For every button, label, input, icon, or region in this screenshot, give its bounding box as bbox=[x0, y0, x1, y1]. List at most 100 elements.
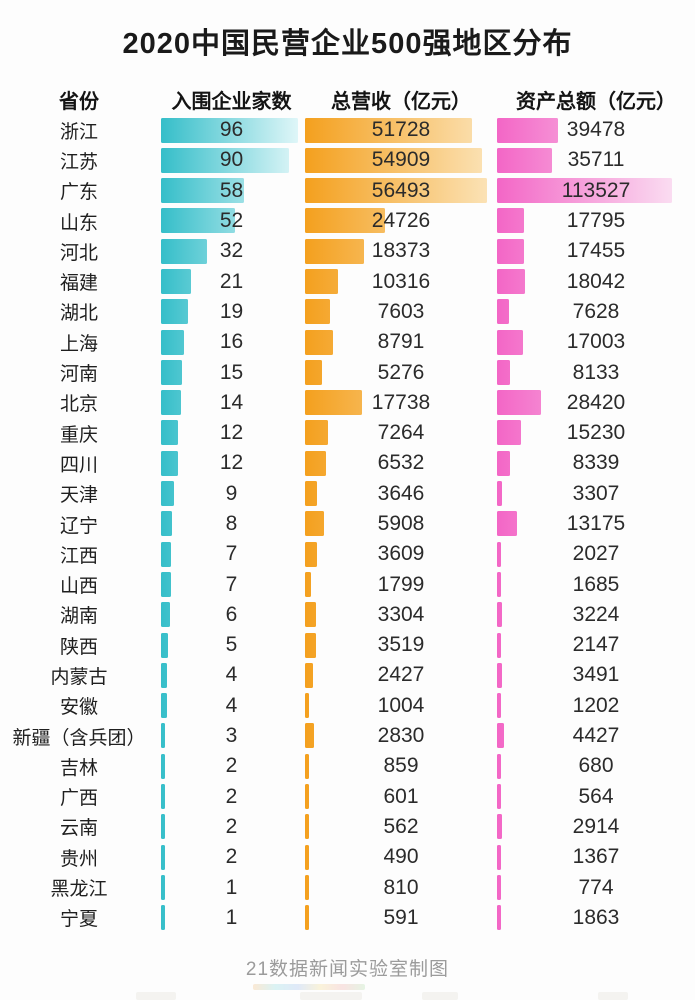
enterprises-value: 2 bbox=[225, 845, 238, 869]
province-label: 广东 bbox=[59, 182, 98, 204]
assets-cell: 17455 bbox=[497, 236, 695, 266]
province-label: 福建 bbox=[59, 273, 98, 295]
enterprises-cell: 4 bbox=[158, 660, 305, 690]
assets-value: 3491 bbox=[572, 663, 620, 687]
enterprises-bar bbox=[161, 693, 167, 719]
table-row: 黑龙江 1 810 774 bbox=[0, 872, 695, 902]
table-row: 江苏 90 54909 35711 bbox=[0, 145, 695, 175]
enterprises-cell: 1 bbox=[158, 872, 305, 902]
enterprises-cell: 90 bbox=[158, 145, 305, 175]
assets-bar bbox=[497, 329, 524, 355]
revenue-value: 51728 bbox=[371, 118, 431, 142]
footer-credit: 21数据新闻实验室制图 bbox=[245, 959, 450, 980]
table-row: 吉林 2 859 680 bbox=[0, 751, 695, 781]
assets-value: 1863 bbox=[572, 905, 620, 929]
enterprises-bar bbox=[161, 814, 165, 840]
header-province: 省份 bbox=[59, 90, 99, 113]
revenue-cell: 5276 bbox=[305, 357, 497, 387]
assets-value: 3224 bbox=[572, 602, 620, 626]
province-label: 黑龙江 bbox=[50, 879, 108, 901]
enterprises-cell: 58 bbox=[158, 176, 305, 206]
assets-value: 39478 bbox=[566, 118, 626, 142]
province-label: 江西 bbox=[59, 545, 98, 567]
revenue-value: 54909 bbox=[371, 148, 431, 172]
assets-value: 680 bbox=[578, 754, 614, 778]
assets-cell: 8339 bbox=[497, 448, 695, 478]
enterprises-bar bbox=[161, 147, 290, 173]
province-label: 辽宁 bbox=[59, 515, 98, 537]
revenue-bar bbox=[305, 420, 329, 446]
enterprises-value: 14 bbox=[219, 390, 244, 414]
table-row: 内蒙古 4 2427 3491 bbox=[0, 660, 695, 690]
revenue-bar bbox=[305, 693, 309, 719]
enterprises-value: 21 bbox=[219, 269, 244, 293]
revenue-cell: 5908 bbox=[305, 509, 497, 539]
assets-value: 17455 bbox=[566, 239, 626, 263]
enterprises-value: 6 bbox=[225, 602, 238, 626]
province-label: 山西 bbox=[59, 576, 98, 598]
assets-value: 17795 bbox=[566, 209, 626, 233]
header-enterprises: 入围企业家数 bbox=[171, 90, 292, 113]
province-label: 天津 bbox=[59, 485, 98, 507]
table-row: 北京 14 17738 28420 bbox=[0, 388, 695, 418]
table-row: 上海 16 8791 17003 bbox=[0, 327, 695, 357]
table-row: 广西 2 601 564 bbox=[0, 782, 695, 812]
province-label: 安徽 bbox=[59, 697, 98, 719]
enterprises-bar bbox=[161, 268, 191, 294]
revenue-cell: 3609 bbox=[305, 539, 497, 569]
assets-cell: 2914 bbox=[497, 812, 695, 842]
assets-bar bbox=[497, 844, 501, 870]
revenue-cell: 3304 bbox=[305, 600, 497, 630]
enterprises-value: 15 bbox=[219, 360, 244, 384]
enterprises-value: 52 bbox=[219, 209, 244, 233]
assets-cell: 1367 bbox=[497, 842, 695, 872]
enterprises-value: 5 bbox=[225, 633, 238, 657]
table-row: 重庆 12 7264 15230 bbox=[0, 418, 695, 448]
enterprises-cell: 2 bbox=[158, 812, 305, 842]
assets-value: 7628 bbox=[572, 299, 620, 323]
province-label: 上海 bbox=[59, 333, 98, 355]
revenue-cell: 490 bbox=[305, 842, 497, 872]
cropped-bottom-strip bbox=[0, 984, 695, 1000]
header-assets: 资产总额（亿元） bbox=[516, 90, 676, 113]
revenue-bar bbox=[305, 511, 324, 537]
assets-bar bbox=[497, 299, 509, 325]
enterprises-bar bbox=[161, 299, 189, 325]
enterprises-value: 90 bbox=[219, 148, 244, 172]
revenue-cell: 859 bbox=[305, 751, 497, 781]
assets-bar bbox=[497, 602, 502, 628]
enterprises-bar bbox=[161, 208, 236, 234]
assets-bar bbox=[497, 693, 501, 719]
province-label: 陕西 bbox=[59, 636, 98, 658]
enterprises-bar bbox=[161, 541, 171, 567]
revenue-bar bbox=[305, 905, 309, 931]
assets-value: 17003 bbox=[566, 330, 626, 354]
province-label: 山东 bbox=[59, 212, 98, 234]
table-row: 陕西 5 3519 2147 bbox=[0, 630, 695, 660]
revenue-bar bbox=[305, 329, 334, 355]
assets-cell: 18042 bbox=[497, 266, 695, 296]
revenue-cell: 54909 bbox=[305, 145, 497, 175]
revenue-value: 18373 bbox=[371, 239, 431, 263]
revenue-value: 7264 bbox=[377, 421, 425, 445]
table-row: 天津 9 3646 3307 bbox=[0, 479, 695, 509]
enterprises-value: 7 bbox=[225, 542, 238, 566]
enterprises-cell: 16 bbox=[158, 327, 305, 357]
assets-value: 1685 bbox=[572, 572, 620, 596]
revenue-value: 810 bbox=[383, 875, 419, 899]
province-label: 云南 bbox=[59, 818, 98, 840]
province-label: 新疆（含兵团） bbox=[12, 727, 146, 749]
enterprises-value: 4 bbox=[225, 693, 238, 717]
revenue-value: 601 bbox=[383, 784, 419, 808]
enterprises-bar bbox=[161, 753, 165, 779]
province-label: 贵州 bbox=[59, 848, 98, 870]
table-row: 安徽 4 1004 1202 bbox=[0, 691, 695, 721]
province-label: 湖南 bbox=[59, 606, 98, 628]
table-row: 宁夏 1 591 1863 bbox=[0, 903, 695, 933]
cropped-fragment bbox=[136, 992, 176, 1000]
table-row: 新疆（含兵团） 3 2830 4427 bbox=[0, 721, 695, 751]
revenue-value: 2427 bbox=[377, 663, 425, 687]
enterprises-bar bbox=[161, 632, 169, 658]
table-row: 江西 7 3609 2027 bbox=[0, 539, 695, 569]
chart-rows: 浙江 96 51728 39478 江苏 90 54909 35711 广东 58 56493 113… bbox=[0, 115, 695, 933]
